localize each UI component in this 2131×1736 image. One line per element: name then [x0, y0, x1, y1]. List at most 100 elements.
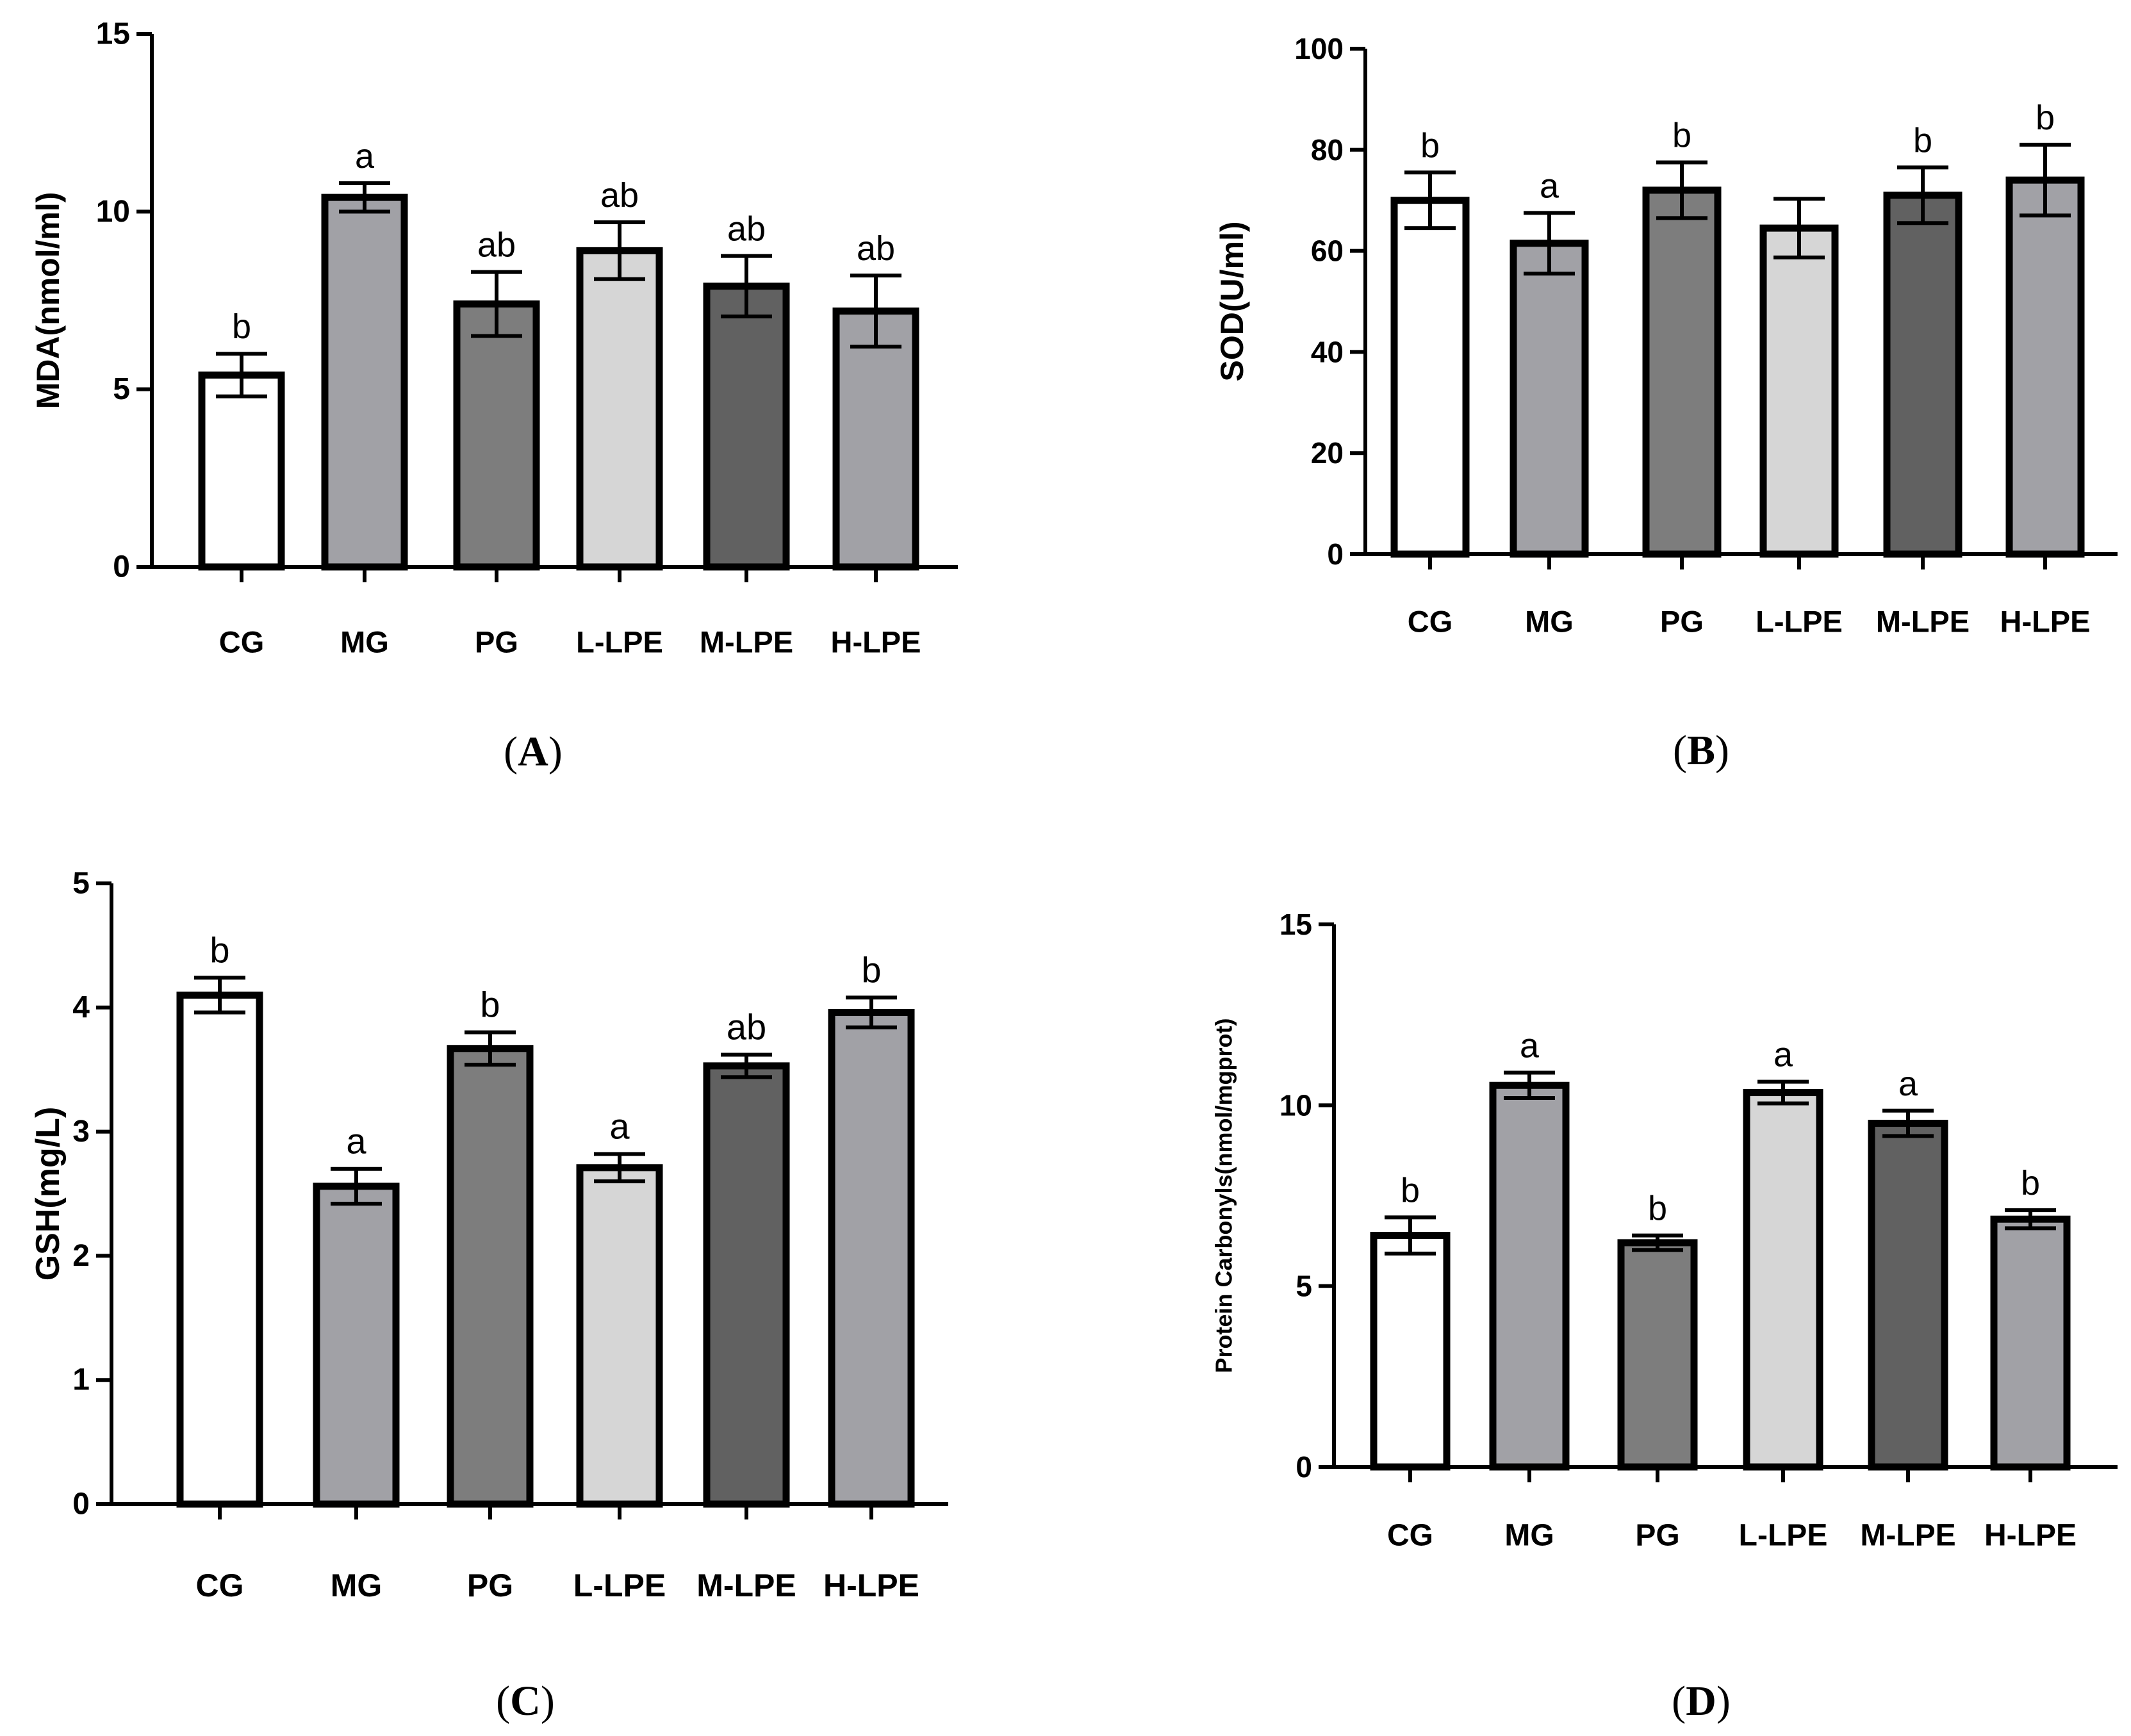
y-tick-label: 0: [72, 1487, 90, 1521]
chart-panel-c: 0 1 2 3 4 5 GSH(mg/L) b CG a MG b PG a L-LPE ab M-LPE b H-…: [29, 867, 948, 1724]
category-label: CG: [1387, 1519, 1433, 1553]
significance-label: b: [1420, 126, 1440, 165]
bar-group: b CG: [176, 929, 263, 1603]
bar: [1390, 197, 1470, 558]
significance-label: ab: [727, 210, 766, 249]
bar: [1743, 1089, 1823, 1471]
significance-label: a: [1520, 1027, 1540, 1065]
category-label: CG: [219, 625, 265, 659]
bar: [1489, 1081, 1570, 1471]
bar-group: ab M-LPE: [700, 210, 793, 659]
bar: [1868, 1120, 1948, 1471]
y-tick-label: 3: [72, 1115, 90, 1149]
bar-group: a M-LPE: [1860, 1065, 1955, 1553]
significance-label: ab: [857, 229, 895, 268]
bar-group: ab M-LPE: [696, 1006, 796, 1603]
category-label: PG: [1635, 1519, 1679, 1553]
y-tick-label: 0: [113, 550, 130, 584]
significance-label: a: [1898, 1065, 1918, 1103]
significance-label: a: [346, 1121, 366, 1161]
bar-group: ab H-LPE: [831, 229, 921, 659]
bar-group: ab PG: [453, 226, 540, 659]
category-label: L-LPE: [1739, 1519, 1828, 1553]
category-label: L-LPE: [576, 625, 663, 659]
y-tick-label: 5: [113, 372, 130, 406]
y-tick-label: 10: [1279, 1088, 1312, 1122]
y-tick-label: 1: [72, 1363, 90, 1397]
y-tick-label: 80: [1311, 133, 1344, 167]
significance-label: b: [480, 985, 500, 1025]
y-tick-label: 40: [1311, 335, 1344, 368]
bar: [832, 307, 919, 571]
category-label: MG: [331, 1568, 383, 1603]
chart-panel-a: 0 5 10 15 MDA(nmol/ml) b CG a MG ab PG ab L-LPE ab M-L…: [30, 17, 958, 775]
category-label: M-LPE: [1860, 1519, 1955, 1553]
panel-label: (B): [1673, 727, 1729, 774]
significance-label: a: [609, 1106, 630, 1146]
bar-group: b H-LPE: [1984, 1164, 2077, 1552]
category-label: PG: [1660, 605, 1704, 639]
category-label: H-LPE: [823, 1568, 919, 1603]
bar: [828, 1009, 915, 1508]
y-tick-label: 10: [96, 195, 130, 229]
significance-label: b: [2036, 99, 2055, 137]
bar-group: b H-LPE: [2000, 99, 2091, 639]
bar: [198, 371, 285, 571]
significance-label: b: [1648, 1190, 1667, 1228]
bar-group: b CG: [1390, 126, 1470, 639]
bar: [453, 300, 540, 571]
category-label: CG: [1408, 605, 1453, 639]
significance-label: ab: [477, 226, 516, 265]
y-axis-label: SOD(U/ml): [1214, 222, 1250, 382]
significance-label: a: [1773, 1036, 1793, 1074]
significance-label: a: [1540, 167, 1559, 205]
significance-label: b: [2021, 1164, 2040, 1202]
category-label: CG: [196, 1568, 244, 1603]
category-label: H-LPE: [2000, 605, 2091, 639]
bar: [1370, 1232, 1451, 1471]
significance-label: b: [1913, 121, 1932, 160]
category-label: L-LPE: [1756, 605, 1843, 639]
chart-panel-d: 0 5 10 15 Protein Carbonyls(nmol/mgprot) b CG a…: [1211, 908, 2118, 1724]
category-label: L-LPE: [573, 1568, 666, 1603]
significance-label: ab: [727, 1006, 766, 1047]
bar: [1883, 192, 1962, 558]
y-tick-label: 2: [72, 1239, 90, 1273]
panel-label: (D): [1672, 1678, 1731, 1724]
significance-label: b: [1401, 1171, 1420, 1209]
bar: [1642, 186, 1722, 558]
bar: [703, 1062, 790, 1508]
y-tick-label: 0: [1327, 537, 1344, 571]
bar-group: a MG: [1489, 1027, 1570, 1553]
bar-group: b H-LPE: [823, 949, 919, 1603]
category-label: M-LPE: [700, 625, 793, 659]
bar: [703, 283, 790, 571]
bar: [576, 247, 663, 571]
chart-panel-b: 0 20 40 60 80 100 SOD(U/ml) b CG a MG b PG L-LPE b M-LP…: [1214, 32, 2118, 774]
significance-label: b: [861, 949, 881, 990]
y-tick-label: 0: [1296, 1450, 1312, 1484]
bar: [321, 193, 408, 571]
bar-group: b PG: [447, 985, 534, 1603]
y-tick-label: 60: [1311, 234, 1344, 268]
y-tick-label: 4: [72, 990, 90, 1024]
bar-group: ab L-LPE: [576, 176, 663, 659]
bar-group: a MG: [1510, 167, 1589, 639]
bar: [1759, 224, 1839, 558]
bar: [447, 1045, 534, 1508]
bar-group: a MG: [313, 1121, 400, 1603]
category-label: MG: [340, 625, 389, 659]
bar-group: b CG: [198, 307, 285, 659]
bar: [1510, 240, 1589, 558]
category-label: H-LPE: [1984, 1519, 2077, 1553]
bar: [576, 1164, 663, 1508]
bar: [1990, 1215, 2071, 1471]
significance-label: b: [232, 307, 251, 346]
significance-label: b: [1672, 117, 1691, 155]
y-tick-label: 100: [1294, 32, 1344, 65]
bar: [176, 991, 263, 1508]
y-tick-label: 5: [1296, 1270, 1312, 1303]
bar-group: b PG: [1617, 1190, 1698, 1553]
category-label: M-LPE: [696, 1568, 796, 1603]
